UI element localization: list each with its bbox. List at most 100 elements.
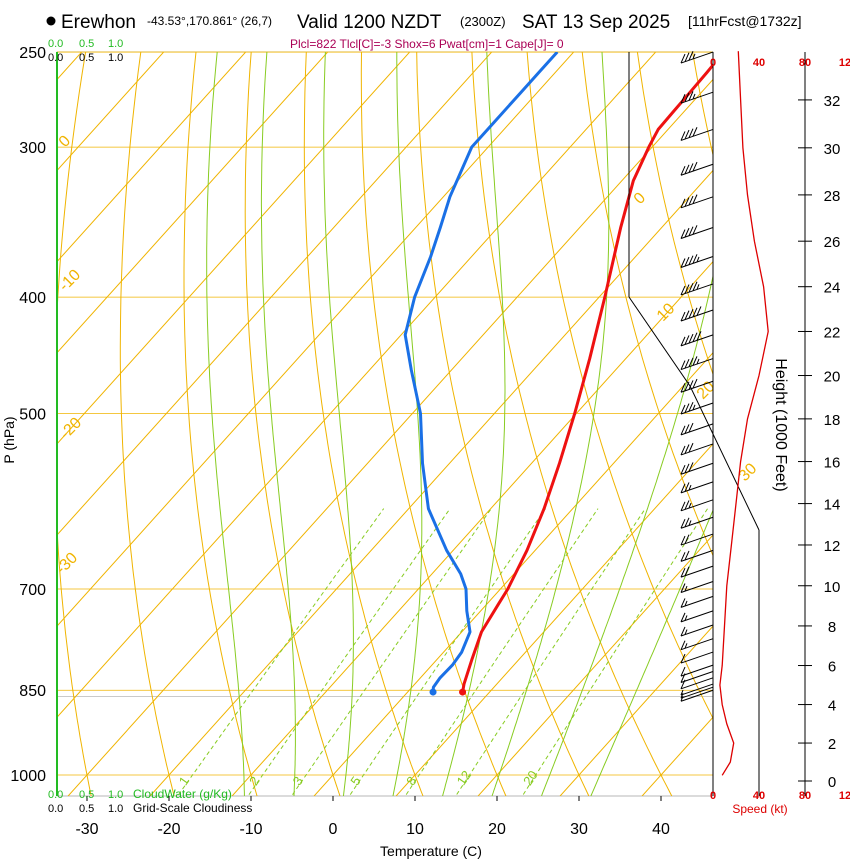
- axis-labels: 1 2 3 5 8 12 2001020300-10-20-3025030040050070…: [1, 45, 760, 859]
- isotherm-line: [57, 52, 329, 354]
- wind-barb-feather: [688, 462, 694, 472]
- wind-barb-feather: [680, 689, 684, 696]
- wind-barb-feather: [684, 52, 690, 62]
- wind-barb: [680, 664, 714, 677]
- moist-adiabat-line: [323, 52, 354, 796]
- wind-barb-feather: [680, 383, 686, 393]
- cloud-scale-label: 0.5: [79, 803, 94, 815]
- height-tick-label: 16: [824, 455, 841, 472]
- moist-adiabat-line: [442, 52, 506, 796]
- height-tick-label: 12: [824, 538, 841, 555]
- height-tick-label: 4: [828, 698, 836, 715]
- height-tick-label: 24: [824, 280, 841, 297]
- pressure-tick-label: 850: [19, 683, 46, 700]
- wind-barb-feather: [680, 567, 686, 578]
- height-tick-label: 20: [824, 369, 841, 386]
- wind-barb: [680, 380, 714, 393]
- wind-barb: [680, 402, 714, 415]
- temperature-tick-label: 40: [652, 821, 670, 838]
- wind-barb-feather: [684, 517, 690, 528]
- wind-barb-feather: [692, 404, 696, 410]
- wind-barb-feather: [684, 381, 690, 392]
- cloud-scale-label: 0.5: [79, 52, 94, 64]
- wind-barb-feather: [680, 696, 684, 702]
- speed-axis-title: Speed (kt): [732, 802, 787, 816]
- mixing-ratio-line: [247, 508, 451, 796]
- wind-barb-feather: [680, 131, 686, 141]
- height-tick-label: 22: [824, 324, 841, 341]
- wind-barb: [680, 610, 714, 623]
- wind-barb-feather: [688, 422, 694, 433]
- wind-barb-feather: [688, 484, 692, 491]
- wind-barb: [680, 499, 714, 512]
- dry-adiabat-line: [303, 52, 424, 796]
- isotherm-line: [641, 716, 713, 796]
- wind-barb: [680, 51, 714, 64]
- isotherm-line: [57, 52, 165, 172]
- height-tick-label: 6: [828, 659, 836, 676]
- wind-barb-feather: [692, 93, 696, 100]
- height-tick-label: 14: [824, 497, 841, 514]
- sounding-parameters: Plcl=822 Tlcl[C]=-3 Shox=6 Pwat[cm]=1 Ca…: [290, 37, 564, 51]
- isotherm-line: [313, 352, 713, 796]
- temperature-tick-label: 30: [570, 821, 588, 838]
- pressure-tick-label: 250: [19, 45, 46, 62]
- temperature-tick-label: 0: [329, 821, 338, 838]
- wind-barb: [680, 533, 714, 546]
- wind-barb-feather: [692, 161, 698, 172]
- dry-adiabat-line: [57, 52, 92, 796]
- wind-barb: [680, 671, 714, 683]
- wind-barb-feather: [680, 198, 686, 209]
- mixing-ratio-label: 2: [246, 774, 262, 789]
- dry-adiabat-line: [636, 52, 713, 376]
- wind-barb-feather: [680, 93, 686, 104]
- dewpoint-profile-surface-marker: [429, 688, 437, 696]
- mixing-ratio-label: 12: [454, 768, 475, 788]
- wind-barb: [680, 256, 714, 268]
- mixing-ratio-line: [348, 508, 546, 796]
- wind-barb-feather: [684, 335, 690, 345]
- wind-barb-feather: [688, 401, 694, 412]
- wind-barb-feather: [684, 92, 690, 102]
- cloud-scale-label: 1.0: [108, 789, 123, 801]
- wind-barb-feather: [688, 333, 694, 344]
- wind-barb-feather: [680, 285, 686, 296]
- pressure-tick-label: 700: [19, 582, 46, 599]
- wind-barb-feather: [684, 358, 690, 369]
- isotherm-label: -20: [57, 414, 85, 442]
- moist-adiabat-line: [392, 52, 423, 796]
- location-marker-icon: [46, 16, 56, 26]
- wind-barb-feather: [688, 226, 694, 236]
- wind-barb-feather: [684, 500, 690, 510]
- wind-barb-feather: [680, 583, 686, 593]
- wind-barb: [680, 689, 714, 702]
- height-tick-label: 8: [828, 619, 836, 636]
- wind-barb: [680, 334, 714, 347]
- wind-barb-feather: [680, 519, 686, 529]
- isotherm-line: [559, 625, 713, 796]
- height-tick-label: 0: [828, 774, 836, 791]
- wind-barb-feather: [692, 53, 696, 60]
- wind-barb: [680, 651, 714, 664]
- wind-barb-feather: [680, 465, 686, 475]
- wind-barb-feather: [680, 229, 686, 239]
- wind-barb-feather: [680, 640, 686, 650]
- wind-barb-feather: [680, 679, 686, 690]
- isotherm-line: [67, 78, 713, 796]
- pressure-axis-title: P (hPa): [1, 416, 17, 463]
- wind-barb-feather: [688, 442, 694, 453]
- wind-barb-feather: [680, 501, 686, 512]
- wind-barb-feather: [680, 626, 686, 637]
- mixing-ratio-line: [404, 508, 599, 796]
- location-name: Erewhon: [61, 12, 136, 33]
- moist-adiabat-line: [206, 52, 245, 796]
- dewpoint-profile: [403, 52, 559, 693]
- height-tick-label: 32: [824, 93, 841, 110]
- wind-barb-feather: [684, 197, 690, 207]
- wind-barb: [680, 624, 714, 637]
- valid-time: Valid 1200 NZDT: [297, 12, 442, 33]
- cloud-scale-label: 0.5: [79, 38, 94, 50]
- wind-barb: [680, 686, 714, 699]
